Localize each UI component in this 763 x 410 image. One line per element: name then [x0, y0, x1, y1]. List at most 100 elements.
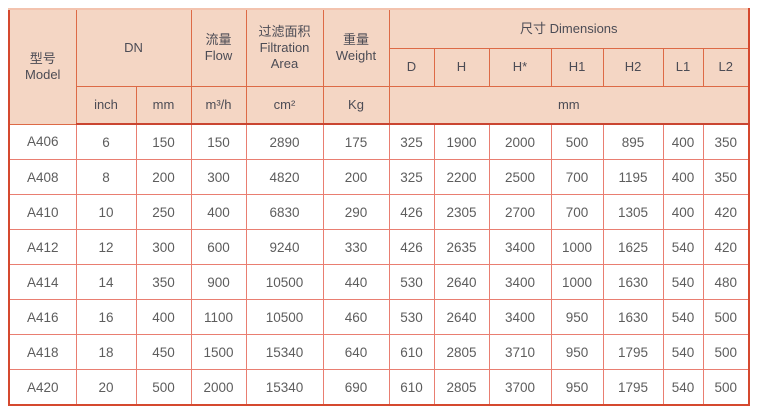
- value-cell: 15340: [245, 369, 324, 406]
- value-cell: 700: [550, 194, 604, 230]
- value-cell: 950: [550, 369, 604, 406]
- value-cell: 420: [702, 229, 750, 265]
- unit-inch: inch: [75, 86, 137, 125]
- value-cell: 2200: [433, 159, 490, 195]
- table-row: A418 18 450 1500 15340 640 610 2805 3710 950 1795 5…: [8, 334, 750, 370]
- value-cell: 540: [662, 264, 704, 300]
- value-cell: 330: [322, 229, 390, 265]
- model-cell: A412: [8, 229, 77, 265]
- value-cell: 1630: [602, 264, 664, 300]
- value-cell: 2640: [433, 264, 490, 300]
- value-cell: 1305: [602, 194, 664, 230]
- model-cell: A408: [8, 159, 77, 195]
- model-cell: A414: [8, 264, 77, 300]
- unit-weight: Kg: [322, 86, 390, 125]
- value-cell: 700: [550, 159, 604, 195]
- value-cell: 500: [702, 369, 750, 406]
- value-cell: 540: [662, 369, 704, 406]
- header-dim-l2: L2: [702, 48, 750, 87]
- value-cell: 640: [322, 334, 390, 370]
- value-cell: 350: [135, 264, 192, 300]
- header-dim-hstar: H*: [488, 48, 552, 87]
- table-body: A406 6 150 150 2890 175 325 1900 2000 500 895 400 35…: [8, 123, 750, 406]
- value-cell: 1100: [190, 299, 247, 335]
- table-row: A410 10 250 400 6830 290 426 2305 2700 700 1305 400…: [8, 194, 750, 230]
- table-row: A408 8 200 300 4820 200 325 2200 2500 700 1195 400 3…: [8, 159, 750, 195]
- model-cell: A420: [8, 369, 77, 406]
- value-cell: 1630: [602, 299, 664, 335]
- value-cell: 10500: [245, 299, 324, 335]
- value-cell: 6830: [245, 194, 324, 230]
- header-flow: 流量 Flow: [190, 8, 247, 87]
- value-cell: 500: [135, 369, 192, 406]
- unit-mm: mm: [135, 86, 192, 125]
- model-cell: A416: [8, 299, 77, 335]
- model-cell: A418: [8, 334, 77, 370]
- value-cell: 3400: [488, 264, 552, 300]
- value-cell: 9240: [245, 229, 324, 265]
- value-cell: 150: [190, 123, 247, 160]
- table-row: A406 6 150 150 2890 175 325 1900 2000 500 895 400 35…: [8, 123, 750, 160]
- model-cell: A406: [8, 123, 77, 160]
- value-cell: 1795: [602, 369, 664, 406]
- value-cell: 290: [322, 194, 390, 230]
- header-filtration-area: 过滤面积 Filtration Area: [245, 8, 324, 87]
- value-cell: 400: [190, 194, 247, 230]
- value-cell: 20: [75, 369, 137, 406]
- value-cell: 18: [75, 334, 137, 370]
- value-cell: 540: [662, 334, 704, 370]
- value-cell: 950: [550, 299, 604, 335]
- header-row-2: D H H* H1 H2 L1 L2: [9, 48, 750, 87]
- value-cell: 530: [388, 299, 435, 335]
- value-cell: 426: [388, 194, 435, 230]
- table-header: 型号 Model DN 流量 Flow 过滤面积 Filtration Area…: [8, 8, 750, 125]
- value-cell: 480: [702, 264, 750, 300]
- value-cell: 540: [662, 299, 704, 335]
- value-cell: 610: [388, 334, 435, 370]
- value-cell: 450: [135, 334, 192, 370]
- value-cell: 10: [75, 194, 137, 230]
- value-cell: 16: [75, 299, 137, 335]
- table-row: A412 12 300 600 9240 330 426 2635 3400 1000 1625 54…: [8, 229, 750, 265]
- unit-dims: mm: [388, 86, 750, 125]
- value-cell: 530: [388, 264, 435, 300]
- value-cell: 350: [702, 123, 750, 160]
- value-cell: 895: [602, 123, 664, 160]
- value-cell: 200: [322, 159, 390, 195]
- value-cell: 3400: [488, 229, 552, 265]
- value-cell: 175: [322, 123, 390, 160]
- value-cell: 3400: [488, 299, 552, 335]
- header-row-units: inch mm m³/h cm² Kg mm: [9, 86, 750, 125]
- header-dim-h: H: [433, 48, 490, 87]
- value-cell: 400: [662, 123, 704, 160]
- header-dim-d: D: [388, 48, 435, 87]
- table-row: A420 20 500 2000 15340 690 610 2805 3700 950 1795 5…: [8, 369, 750, 406]
- value-cell: 1195: [602, 159, 664, 195]
- header-dn: DN: [75, 8, 192, 87]
- value-cell: 400: [135, 299, 192, 335]
- value-cell: 950: [550, 334, 604, 370]
- value-cell: 420: [702, 194, 750, 230]
- table-row: A414 14 350 900 10500 440 530 2640 3400 1000 1630 5…: [8, 264, 750, 300]
- value-cell: 2500: [488, 159, 552, 195]
- value-cell: 400: [662, 194, 704, 230]
- header-model: 型号 Model: [8, 8, 77, 125]
- value-cell: 300: [135, 229, 192, 265]
- value-cell: 610: [388, 369, 435, 406]
- value-cell: 200: [135, 159, 192, 195]
- value-cell: 460: [322, 299, 390, 335]
- header-row-1: 型号 Model DN 流量 Flow 过滤面积 Filtration Area…: [8, 8, 750, 125]
- value-cell: 1795: [602, 334, 664, 370]
- value-cell: 426: [388, 229, 435, 265]
- value-cell: 1000: [550, 229, 604, 265]
- value-cell: 2635: [433, 229, 490, 265]
- value-cell: 2805: [433, 369, 490, 406]
- header-dim-h1: H1: [550, 48, 604, 87]
- value-cell: 2700: [488, 194, 552, 230]
- value-cell: 2000: [488, 123, 552, 160]
- value-cell: 2890: [245, 123, 324, 160]
- header-dimensions: 尺寸 Dimensions: [388, 8, 750, 49]
- value-cell: 350: [702, 159, 750, 195]
- table-row: A416 16 400 1100 10500 460 530 2640 3400 950 1630 5…: [8, 299, 750, 335]
